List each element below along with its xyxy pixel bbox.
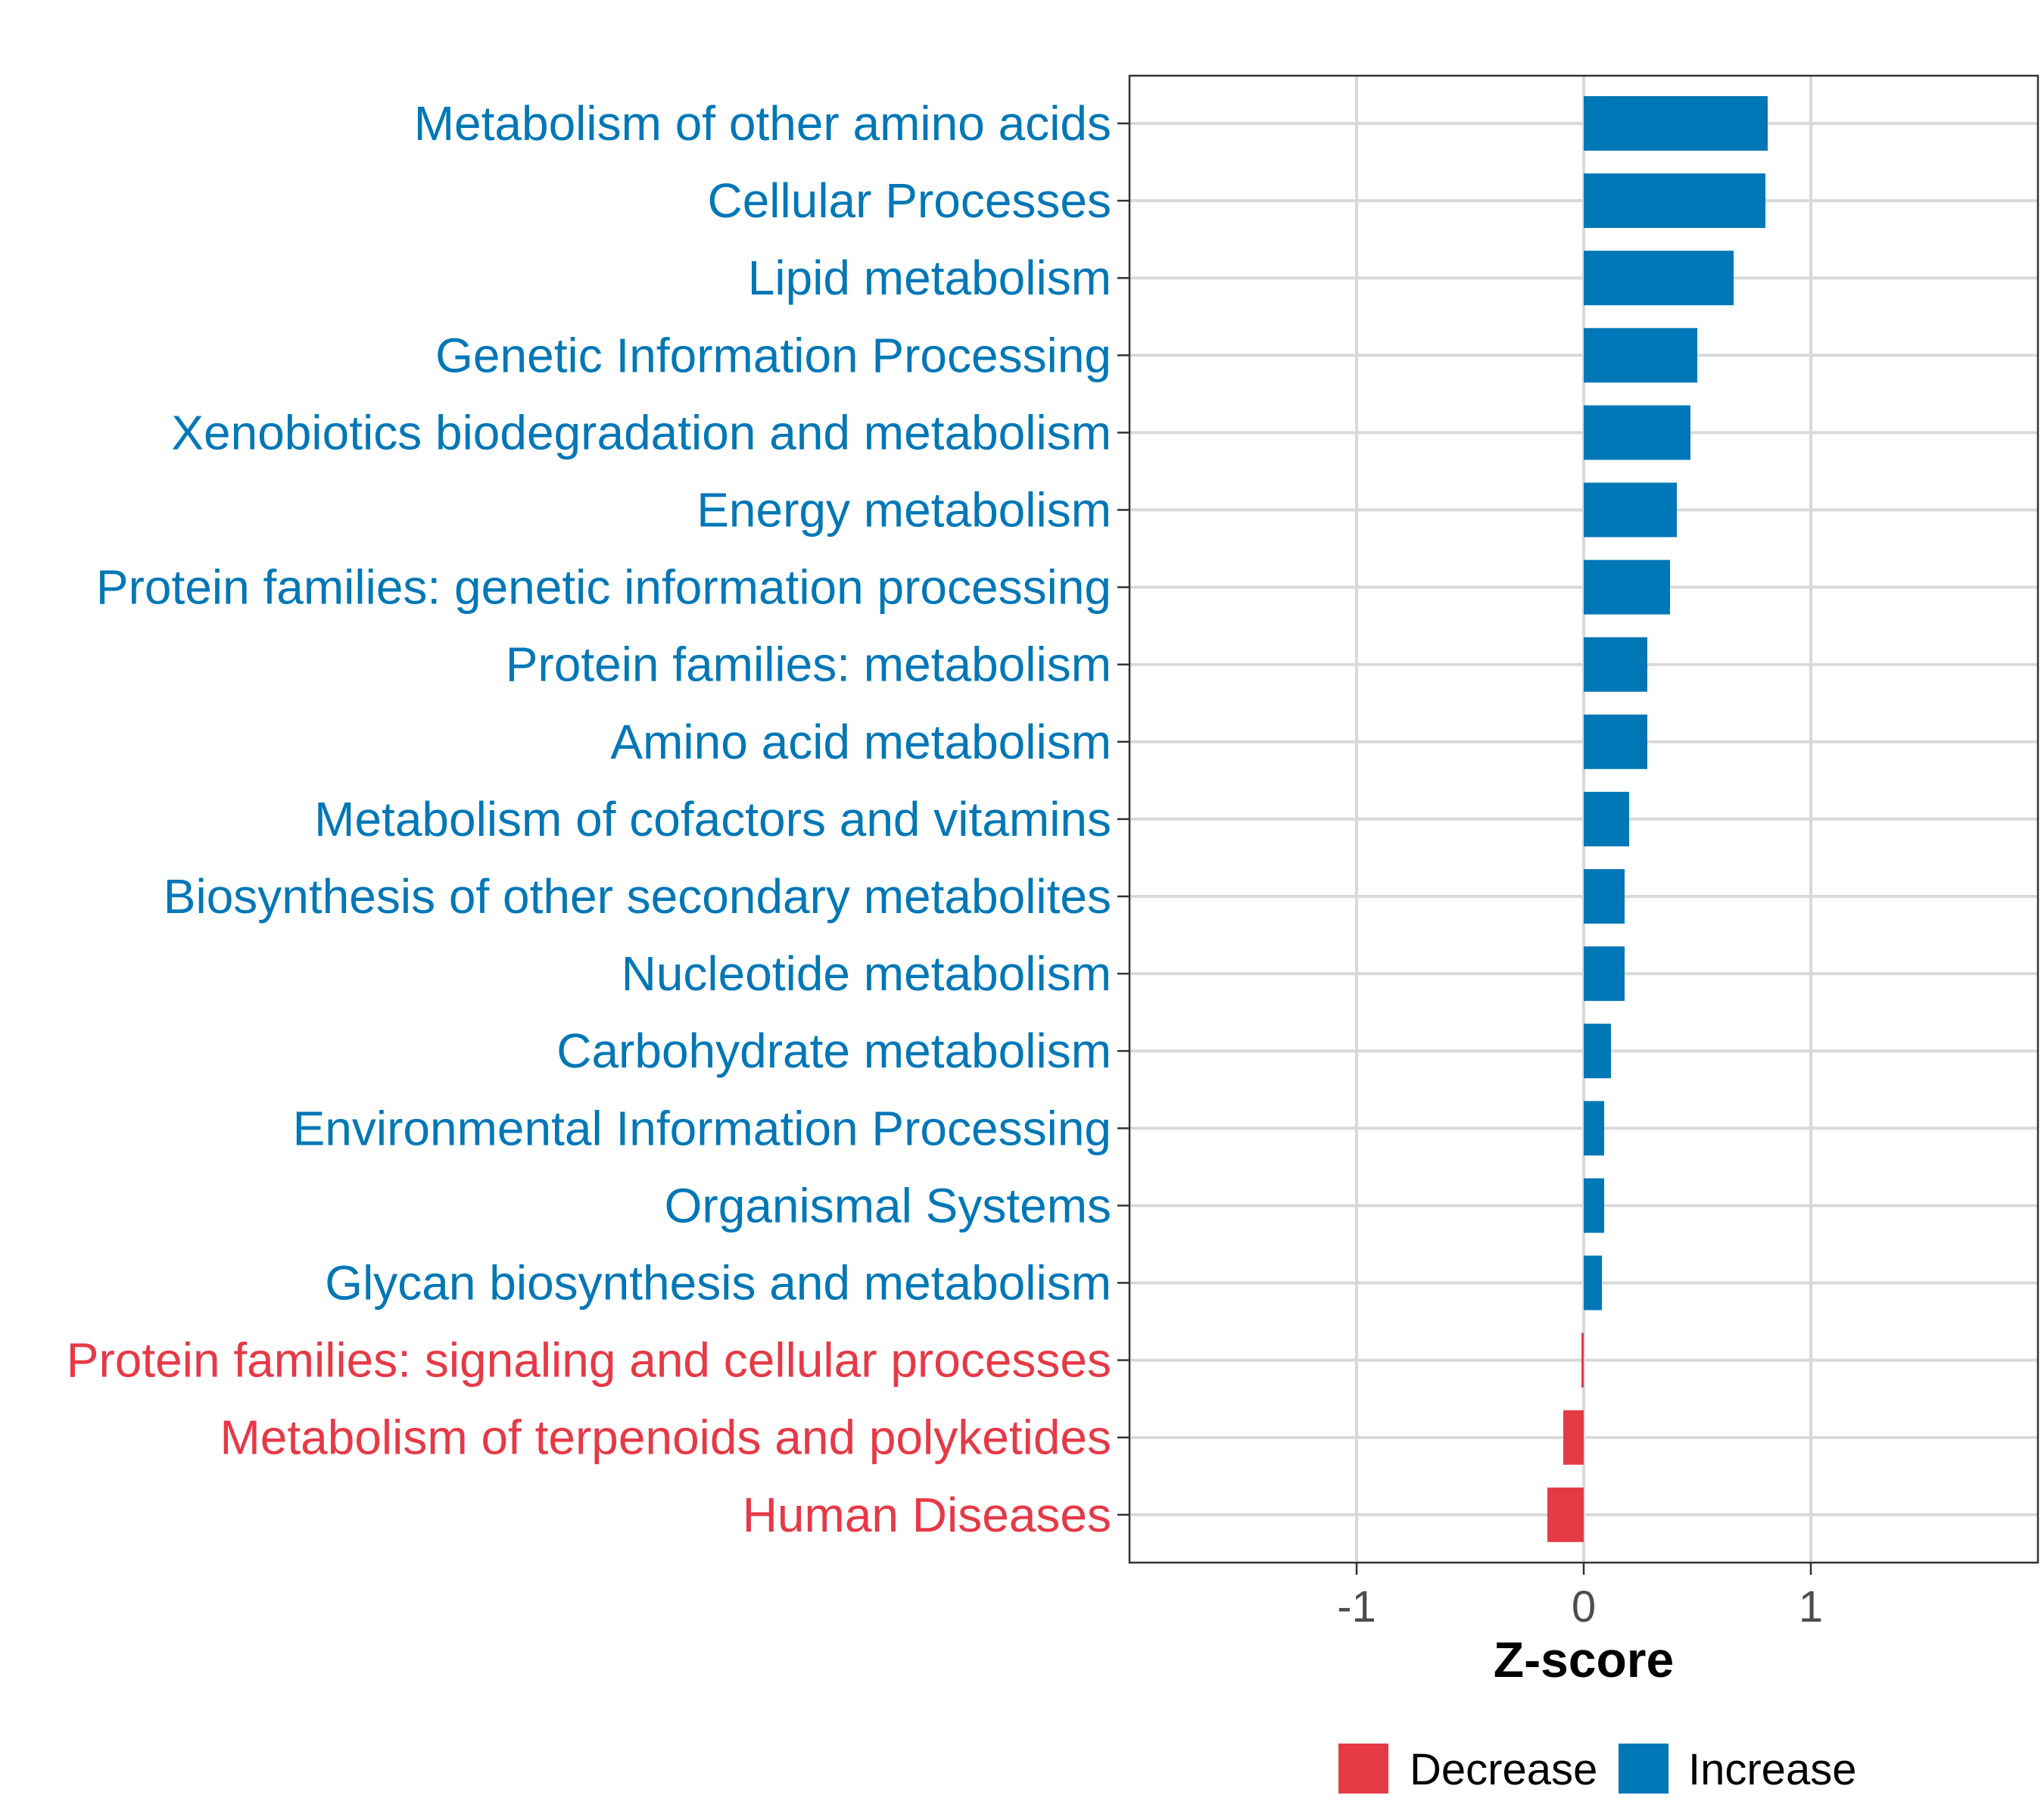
bar-protein-families-signaling-and-cellular-processes (1581, 1332, 1584, 1388)
legend-label-increase: Increase (1688, 1745, 1856, 1794)
bars (1547, 96, 1768, 1542)
category-label: Organismal Systems (665, 1178, 1111, 1233)
category-label: Metabolism of terpenoids and polyketides (220, 1410, 1111, 1465)
category-label: Carbohydrate metabolism (556, 1024, 1111, 1078)
category-label: Metabolism of other amino acids (414, 96, 1111, 151)
bar-nucleotide-metabolism (1584, 946, 1625, 1002)
bar-environmental-information-processing (1584, 1101, 1604, 1156)
legend-label-decrease: Decrease (1410, 1745, 1597, 1794)
category-label: Glycan biosynthesis and metabolism (325, 1256, 1111, 1311)
bar-glycan-biosynthesis-and-metabolism (1584, 1255, 1602, 1311)
legend-swatch-increase (1619, 1744, 1669, 1794)
bar-protein-families-genetic-information-processing (1584, 559, 1670, 615)
category-label: Energy metabolism (696, 483, 1111, 538)
bar-carbohydrate-metabolism (1584, 1024, 1611, 1079)
bar-metabolism-of-other-amino-acids (1584, 96, 1768, 151)
bar-genetic-information-processing (1584, 328, 1697, 383)
category-labels: Metabolism of other amino acids Cellular … (67, 96, 1111, 1542)
bar-energy-metabolism (1584, 482, 1677, 538)
y-axis-ticks (1117, 122, 1129, 1516)
category-label: Biosynthesis of other secondary metaboli… (164, 869, 1111, 924)
legend: Decrease Increase (1338, 1744, 1856, 1794)
category-label: Protein families: signaling and cellular… (67, 1333, 1111, 1388)
category-label: Human Diseases (743, 1488, 1111, 1542)
bar-biosynthesis-of-other-secondary-metabolites (1584, 869, 1625, 924)
x-tick-label: -1 (1337, 1582, 1376, 1632)
category-label: Environmental Information Processing (293, 1101, 1111, 1155)
category-label: Protein families: metabolism (506, 637, 1111, 692)
bar-metabolism-of-cofactors-and-vitamins (1584, 791, 1629, 846)
bar-human-diseases (1547, 1487, 1584, 1542)
bar-lipid-metabolism (1584, 251, 1734, 306)
x-axis: -1 0 1 (1337, 1563, 1823, 1632)
x-tick-label: 0 (1572, 1582, 1596, 1632)
bar-amino-acid-metabolism (1584, 714, 1647, 769)
bar-metabolism-of-terpenoids-and-polyketides (1563, 1410, 1584, 1465)
category-label: Cellular Processes (707, 173, 1111, 228)
category-label: Xenobiotics biodegradation and metabolis… (171, 405, 1111, 460)
bar-organismal-systems (1584, 1178, 1604, 1233)
category-label: Nucleotide metabolism (622, 946, 1111, 1001)
bar-xenobiotics-biodegradation-and-metabolism (1584, 405, 1690, 460)
legend-swatch-decrease (1338, 1744, 1388, 1794)
category-label: Genetic Information Processing (435, 328, 1111, 382)
x-tick-label: 1 (1799, 1582, 1823, 1632)
category-label: Protein families: genetic information pr… (96, 560, 1111, 615)
category-label: Metabolism of cofactors and vitamins (314, 792, 1111, 846)
x-axis-title: Z-score (1494, 1632, 1674, 1688)
bar-protein-families-metabolism (1584, 637, 1647, 692)
bar-cellular-processes (1584, 173, 1765, 229)
category-label: Lipid metabolism (748, 251, 1111, 305)
category-label: Amino acid metabolism (610, 715, 1111, 769)
